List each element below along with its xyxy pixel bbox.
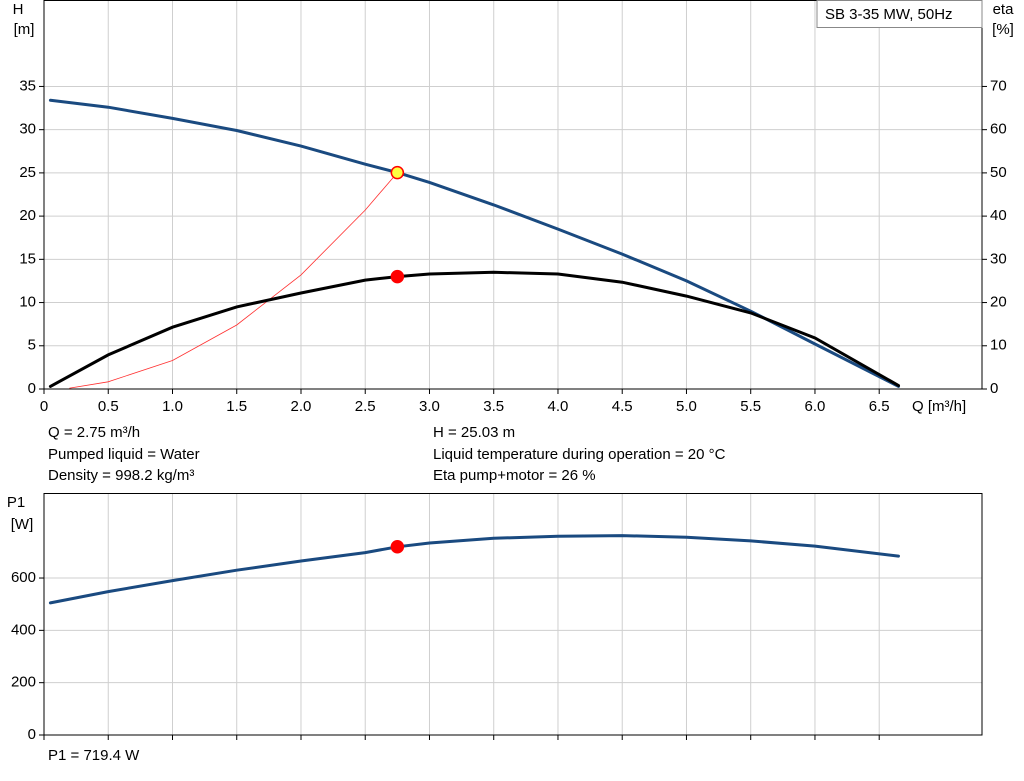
y-tick-label: 15	[19, 250, 36, 267]
y2-tick-label: 70	[990, 77, 1007, 94]
y2-tick-label: 20	[990, 294, 1007, 311]
y-tick-label: 25	[19, 164, 36, 181]
legend-label: SB 3-35 MW, 50Hz	[825, 6, 953, 23]
y2-tick-label: 40	[990, 207, 1007, 224]
y2-tick-label: 50	[990, 164, 1007, 181]
curve	[48, 270, 900, 388]
x-tick-label: 4.0	[548, 398, 569, 415]
y2-tick-label: 30	[990, 250, 1007, 267]
curve	[48, 534, 900, 605]
annotation: Eta pump+motor = 26 %	[433, 467, 596, 484]
x-tick-label: 0.5	[98, 398, 119, 415]
y2-tick-label: 0	[990, 380, 998, 397]
y-tick-label: 600	[11, 569, 36, 586]
annotation: P1 = 719.4 W	[48, 747, 140, 764]
duty-point	[390, 269, 405, 284]
x-tick-label: 6.5	[869, 398, 890, 415]
x-tick-label: 2.0	[291, 398, 312, 415]
annotation: Q = 2.75 m³/h	[48, 424, 140, 441]
x-axis-label: Q [m³/h]	[912, 398, 966, 415]
legend-box	[816, 0, 983, 28]
y-tick-label: 200	[11, 674, 36, 691]
annotation: Pumped liquid = Water	[48, 446, 200, 463]
x-tick-label: 5.0	[676, 398, 697, 415]
y-tick-label: 0	[28, 380, 36, 397]
y-tick-label: 35	[19, 77, 36, 94]
duty-point	[390, 540, 405, 554]
x-tick-label: 3.5	[483, 398, 504, 415]
duty-point	[390, 165, 405, 180]
y2-axis-unit: [%]	[992, 21, 1014, 38]
x-tick-label: 0	[40, 398, 48, 415]
y2-tick-label: 60	[990, 121, 1007, 138]
x-tick-label: 1.0	[162, 398, 183, 415]
y2-tick-label: 10	[990, 337, 1007, 354]
y-tick-label: 10	[19, 294, 36, 311]
curve	[48, 98, 900, 388]
y-tick-label: 30	[19, 121, 36, 138]
y-axis-label: H	[13, 1, 24, 18]
plot-frame	[43, 0, 983, 390]
x-tick-label: 3.0	[419, 398, 440, 415]
x-tick-label: 1.5	[226, 398, 247, 415]
y-axis-unit: [m]	[14, 21, 35, 38]
plot-frame	[43, 493, 983, 736]
x-tick-label: 4.5	[612, 398, 633, 415]
annotation: Liquid temperature during operation = 20…	[433, 446, 726, 463]
x-tick-label: 2.5	[355, 398, 376, 415]
x-tick-label: 6.0	[805, 398, 826, 415]
y-tick-label: 400	[11, 621, 36, 638]
x-tick-label: 5.5	[740, 398, 761, 415]
annotation: H = 25.03 m	[433, 424, 515, 441]
y-tick-label: 20	[19, 207, 36, 224]
y-tick-label: 0	[28, 726, 36, 743]
y-axis-label: P1	[7, 494, 25, 511]
annotation: Density = 998.2 kg/m³	[48, 467, 194, 484]
y-tick-label: 5	[28, 337, 36, 354]
y2-axis-label: eta	[993, 1, 1015, 18]
curve	[69, 172, 398, 389]
y-axis-unit: [W]	[11, 516, 34, 533]
